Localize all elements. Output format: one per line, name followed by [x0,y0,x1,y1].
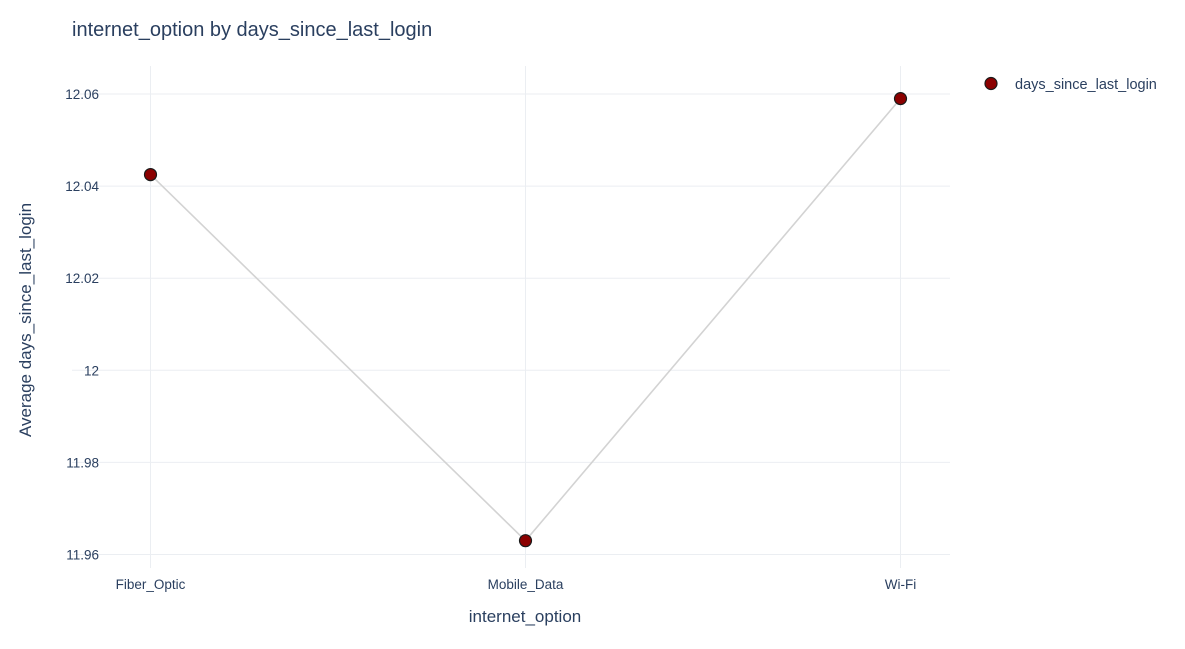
y-tick-label: 12.06 [65,87,99,102]
y-tick-label: 12.02 [65,271,99,286]
x-tick-label: Fiber_Optic [116,577,186,592]
y-tick-label: 11.96 [66,548,99,563]
data-point[interactable] [143,167,158,182]
y-tick-label: 12 [84,363,99,378]
x-tick-label: Mobile_Data [488,577,564,592]
legend-label: days_since_last_login [1015,77,1157,93]
y-axis-title: Average days_since_last_login [16,203,35,437]
chart-title: internet_option by days_since_last_login [72,19,432,41]
legend[interactable]: days_since_last_login [984,76,1157,93]
data-point[interactable] [893,92,908,106]
legend-marker [984,76,998,91]
grid-layer [72,66,950,568]
x-axis-title: internet_option [469,607,581,626]
y-tick-label: 11.98 [66,455,99,470]
data-point[interactable] [518,534,533,548]
y-axis-ticks: 11.96 11.98 12 12.02 12.04 12.06 [65,87,99,563]
series-layer [143,92,908,548]
x-tick-label: Wi-Fi [885,577,916,592]
y-tick-label: 12.04 [65,179,99,194]
x-axis-ticks: Fiber_Optic Mobile_Data Wi-Fi [116,577,917,592]
